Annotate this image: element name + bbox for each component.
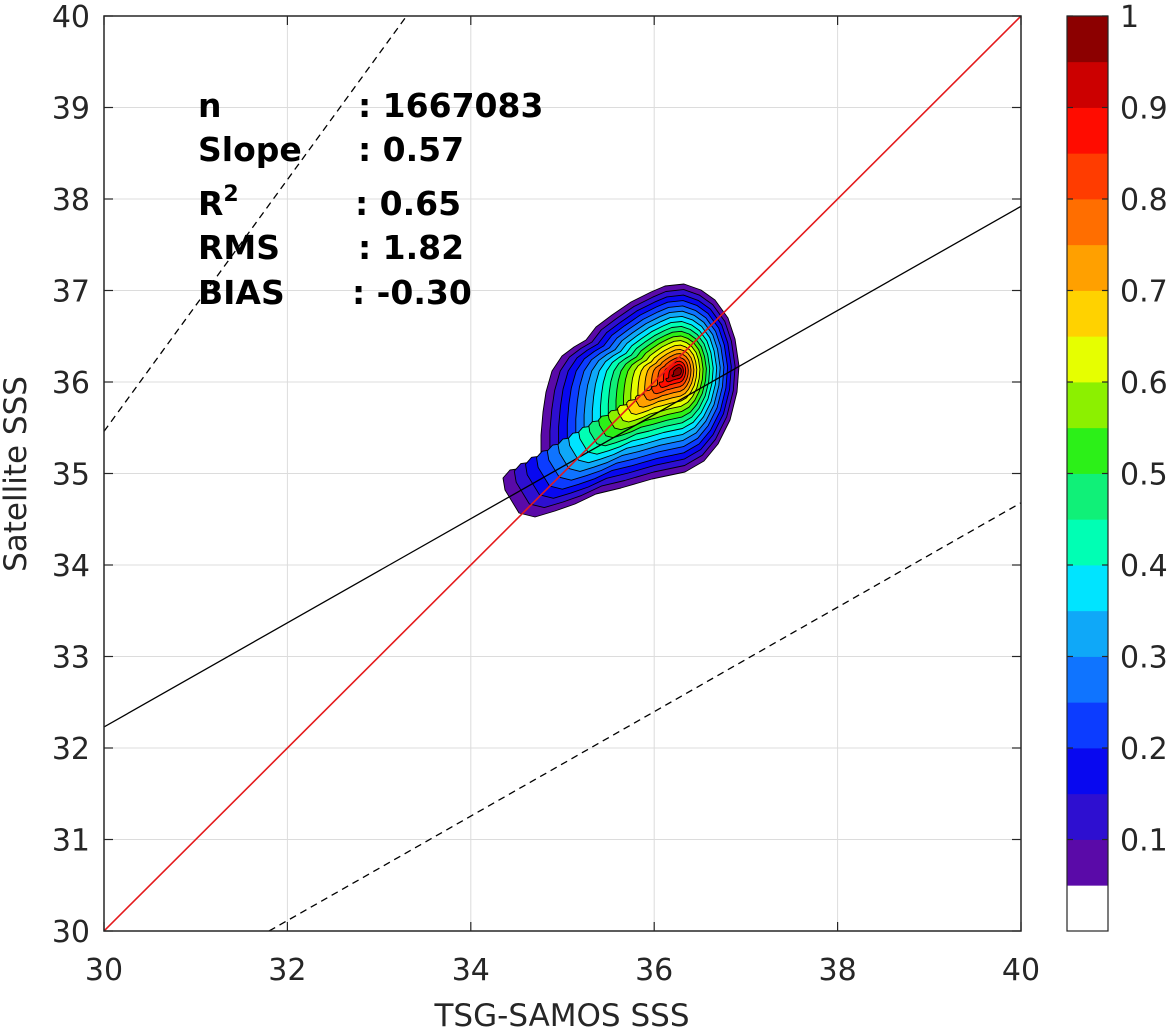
stat-n-label: n (198, 86, 222, 125)
regression-fit-line (104, 205, 1021, 728)
colorbar-segment (1067, 244, 1108, 291)
stat-n-value: : 1667083 (358, 86, 543, 125)
colorbar-segment (1067, 427, 1108, 474)
colorbar: 0.1 0.2 0.3 0.4 0.5 0.6 0.7 0.8 0.9 1 (1066, 0, 1168, 932)
lower-bound-dashed-line (268, 502, 1021, 931)
x-tick-label: 36 (635, 953, 673, 988)
y-tick-label: 32 (52, 732, 90, 767)
stat-slope-label: Slope (198, 130, 302, 169)
reference-lines (104, 16, 1021, 931)
x-axis-label: TSG-SAMOS SSS (434, 998, 690, 1028)
y-tick-label: 36 (52, 366, 90, 401)
colorbar-segment (1067, 473, 1108, 520)
colorbar-tick-label: 0.7 (1120, 275, 1168, 310)
statistics-annotation: n : 1667083 Slope : 0.57 R2 : 0.65 RMS :… (198, 86, 543, 312)
colorbar-tick-label: 0.9 (1120, 92, 1168, 127)
x-tick-label: 40 (1002, 953, 1040, 988)
stat-bias-value: : -0.30 (352, 273, 472, 312)
colorbar-segment (1067, 382, 1108, 429)
stat-r2-label: R2 (198, 182, 239, 223)
y-tick-label: 39 (52, 92, 90, 127)
y-tick-label: 31 (52, 824, 90, 859)
colorbar-segment (1067, 885, 1108, 932)
stat-r2-value: : 0.65 (355, 184, 461, 223)
x-tick-label: 38 (819, 953, 857, 988)
x-tick-label: 30 (85, 953, 123, 988)
y-tick-label: 37 (52, 275, 90, 310)
y-tick-label: 38 (52, 183, 90, 218)
stat-bias-label: BIAS (198, 273, 285, 312)
colorbar-segment (1067, 519, 1108, 566)
colorbar-segment (1067, 199, 1108, 246)
y-tick-label: 30 (52, 915, 90, 950)
axis-ticks (103, 15, 1022, 932)
colorbar-segment (1067, 748, 1108, 795)
x-tick-labels: 30 32 34 36 38 40 (85, 953, 1040, 988)
colorbar-segment (1067, 61, 1108, 108)
y-tick-label: 33 (52, 641, 90, 676)
x-tick-label: 32 (268, 953, 306, 988)
grid-lines (103, 15, 1022, 932)
colorbar-tick-label: 0.1 (1120, 824, 1168, 859)
contour-level-19 (671, 367, 682, 378)
colorbar-segment (1067, 793, 1108, 840)
colorbar-segment (1067, 107, 1108, 154)
colorbar-segment (1067, 336, 1108, 383)
x-tick-label: 34 (452, 953, 490, 988)
colorbar-segment (1067, 290, 1108, 337)
colorbar-segment (1067, 153, 1108, 200)
upper-bound-dashed-line (104, 16, 408, 432)
stat-slope-value: : 0.57 (358, 130, 464, 169)
colorbar-tick-label: 0.2 (1120, 732, 1168, 767)
y-tick-label: 35 (52, 458, 90, 493)
y-tick-labels: 30 31 32 33 34 35 36 37 38 39 40 (52, 0, 90, 950)
colorbar-tick-label: 0.8 (1120, 183, 1168, 218)
stat-rms-value: : 1.82 (358, 228, 464, 267)
colorbar-segment (1067, 702, 1108, 749)
colorbar-segment (1067, 565, 1108, 612)
y-tick-label: 40 (52, 0, 90, 35)
one-to-one-line (104, 16, 1021, 931)
colorbar-segment (1067, 16, 1108, 63)
stat-r2-base: R (198, 184, 223, 223)
colorbar-tick-label: 0.3 (1120, 641, 1168, 676)
colorbar-tick-label: 0.4 (1120, 549, 1168, 584)
colorbar-segment (1067, 839, 1108, 886)
colorbar-tick-label: 1 (1120, 0, 1139, 35)
y-axis-label: Satellite SSS (0, 376, 34, 572)
colorbar-segment (1067, 656, 1108, 703)
colorbar-tick-label: 0.5 (1120, 458, 1168, 493)
stat-r2-superscript: 2 (223, 182, 238, 207)
y-tick-label: 34 (52, 549, 90, 584)
colorbar-tick-label: 0.6 (1120, 366, 1168, 401)
stat-rms-label: RMS (198, 228, 280, 267)
colorbar-segment (1067, 610, 1108, 657)
